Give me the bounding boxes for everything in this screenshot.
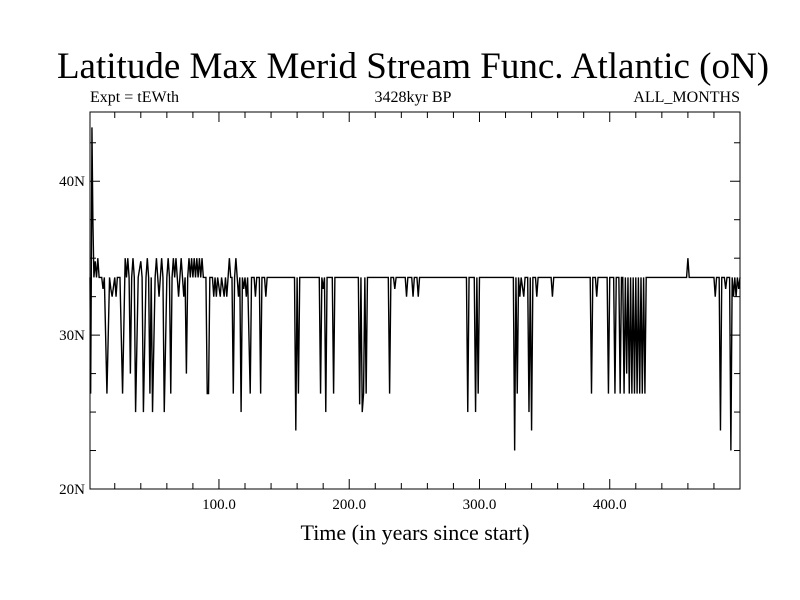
y-tick-label: 30N (59, 328, 85, 344)
x-tick-label: 300.0 (463, 497, 497, 513)
x-axis-label: Time (in years since start) (300, 520, 530, 545)
x-tick-label: 200.0 (332, 497, 366, 513)
y-tick-label: 20N (59, 482, 85, 498)
x-tick-label: 100.0 (202, 497, 236, 513)
chart-title: Latitude Max Merid Stream Func. Atlantic… (56, 46, 770, 87)
series-line (89, 127, 741, 451)
y-tick-label: 40N (59, 174, 85, 190)
months-label: ALL_MONTHS (633, 89, 740, 106)
experiment-label: Expt = tEWth (90, 89, 180, 106)
period-label: 3428kyr BP (374, 89, 452, 106)
x-tick-label: 400.0 (593, 497, 627, 513)
